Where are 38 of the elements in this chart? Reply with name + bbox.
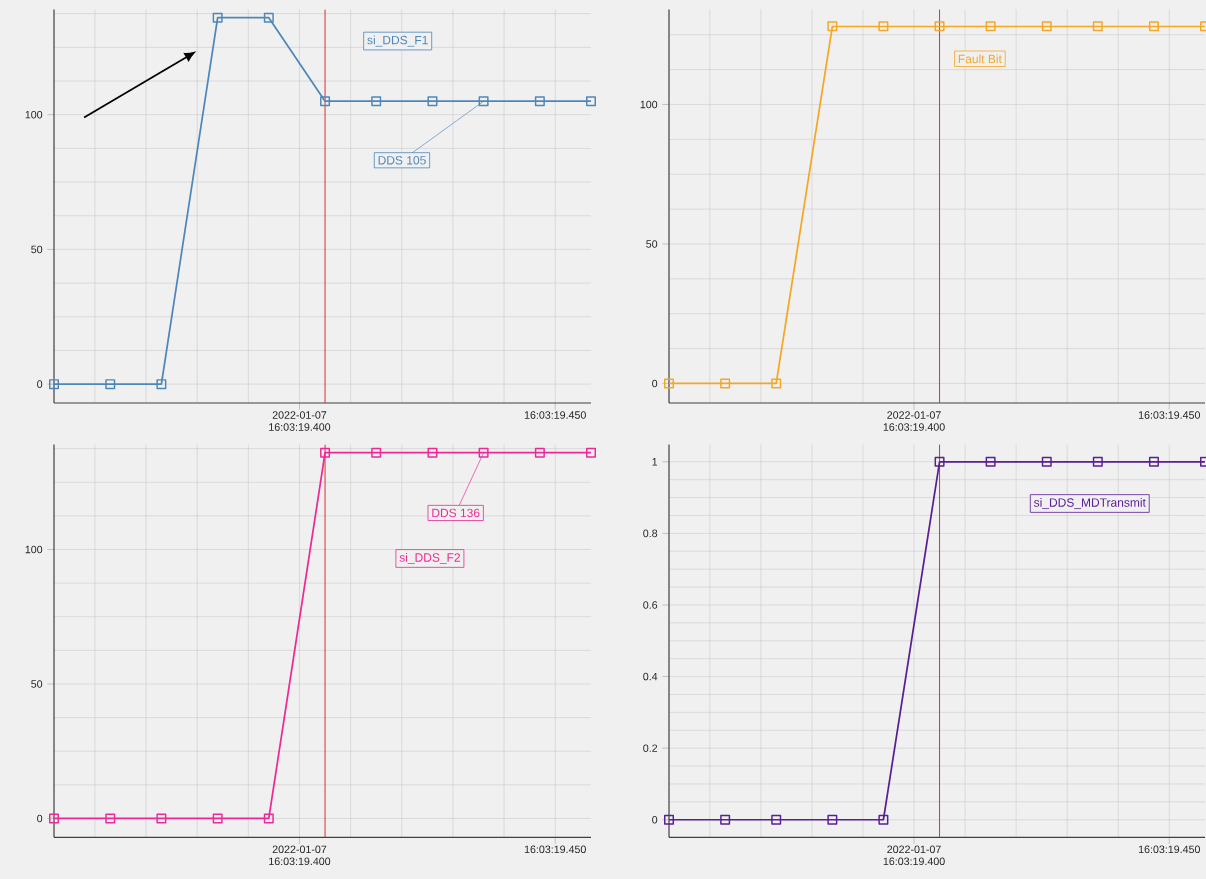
y-tick-label: 0.4	[643, 672, 658, 681]
point	[427, 96, 438, 107]
y-tick-label: 0	[37, 814, 43, 823]
point	[478, 96, 489, 107]
y-tick-label: 0.6	[643, 601, 658, 609]
x-tick-label: 2022-01-07 16:03:19.400	[269, 845, 331, 866]
point	[263, 12, 274, 23]
point	[534, 96, 545, 107]
y-tick-label: 50	[646, 240, 658, 248]
y-tick-label: 0	[652, 815, 658, 824]
x-tick-label: 16:03:19.450	[524, 845, 586, 854]
text: si_DDS_F2	[399, 552, 460, 565]
y-tick-label: 50	[31, 680, 43, 688]
y-tick-label: 100	[25, 545, 43, 554]
y-tick-label: 1	[652, 458, 658, 466]
text: si_DDS_F1	[367, 35, 428, 47]
x-tick-label: 2022-01-07 16:03:19.400	[269, 411, 331, 431]
y-tick-label: 0.8	[643, 529, 658, 538]
y-tick-label: 100	[640, 100, 658, 109]
point	[371, 96, 382, 107]
x-tick-label: 16:03:19.450	[524, 411, 586, 419]
x-tick-label: 2022-01-07 16:03:19.400	[883, 411, 945, 431]
x-tick-label: 16:03:19.450	[1138, 845, 1200, 854]
x-tick-label: 16:03:19.450	[1138, 411, 1200, 419]
y-tick-label: 0.2	[643, 744, 658, 752]
annotation: DDS 105	[378, 156, 426, 165]
text: si_DDS_MDTransmit	[1033, 497, 1146, 510]
annotation: DDS 136	[432, 508, 480, 518]
point	[586, 96, 597, 107]
y-tick-label: 50	[31, 245, 43, 254]
point	[156, 379, 167, 390]
y-tick-label: 0	[652, 379, 658, 388]
point	[212, 12, 223, 23]
point	[49, 379, 60, 390]
y-tick-label: 100	[25, 110, 43, 119]
x-tick-label: 2022-01-07 16:03:19.400	[883, 845, 945, 866]
text: Fault Bit	[958, 54, 1002, 64]
y-tick-label: 0	[37, 380, 43, 388]
